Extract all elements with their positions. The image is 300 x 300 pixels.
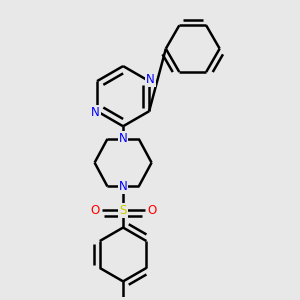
Text: N: N [119,132,128,146]
Text: S: S [119,204,127,217]
Text: N: N [91,106,100,119]
Text: N: N [146,73,155,86]
Text: O: O [90,204,99,217]
Text: N: N [119,180,128,193]
Text: O: O [147,204,156,217]
